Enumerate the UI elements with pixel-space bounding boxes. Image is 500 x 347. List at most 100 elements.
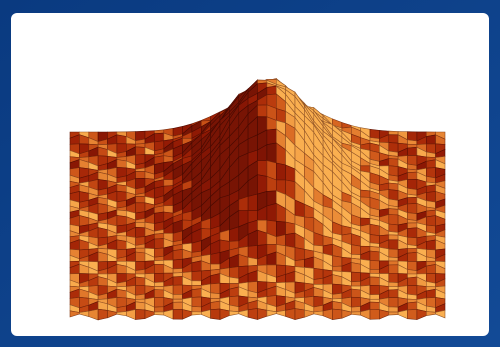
surface-facet	[258, 105, 267, 117]
surface-facet	[351, 289, 360, 298]
surface-facet	[211, 309, 220, 320]
surface-facet	[389, 290, 398, 298]
surface-facet	[370, 285, 379, 294]
surface-facet	[408, 277, 417, 286]
surface-facet	[136, 286, 145, 296]
surface-facet	[389, 190, 398, 201]
surface-facet	[258, 230, 267, 245]
surface-facet	[370, 224, 379, 236]
surface-facet	[248, 194, 257, 211]
surface-facet	[333, 284, 342, 294]
surface-facet	[426, 289, 435, 298]
surface-facet	[389, 143, 398, 153]
surface-facet	[154, 307, 163, 312]
surface-facet	[408, 302, 417, 310]
surface-facet	[295, 248, 304, 261]
surface-facet	[211, 301, 220, 310]
surface-facet	[117, 240, 126, 250]
surface-facet	[267, 129, 276, 145]
surface-facet	[389, 261, 398, 265]
surface-facet	[154, 260, 163, 264]
surface-facet	[136, 197, 145, 203]
surface-facet	[370, 295, 379, 300]
surface-facet	[154, 273, 163, 282]
surface-facet	[173, 285, 182, 295]
surface-facet	[154, 282, 163, 287]
surface-facet	[408, 156, 417, 166]
surface-facet	[154, 298, 163, 308]
surface-facet	[370, 129, 379, 138]
surface-facet	[164, 180, 173, 187]
surface-facet	[426, 135, 435, 144]
surface-facet	[333, 309, 342, 320]
surface-facet	[117, 289, 126, 298]
surface-facet	[426, 160, 435, 169]
surface-facet	[426, 240, 435, 250]
surface-facet	[295, 309, 304, 320]
surface-facet	[192, 281, 201, 286]
surface-facet	[389, 166, 398, 177]
surface-facet	[258, 161, 267, 177]
surface-facet	[389, 282, 398, 287]
surface-facet	[192, 297, 201, 307]
surface-facet	[248, 309, 257, 320]
surface-facet	[389, 183, 398, 191]
surface-facet	[211, 274, 220, 285]
surface-facet	[408, 262, 417, 271]
surface-facet	[276, 163, 285, 180]
surface-facet	[136, 171, 145, 178]
surface-facet	[370, 310, 379, 320]
surface-facet	[370, 277, 379, 286]
surface-facet	[389, 249, 398, 258]
page: (() => { const data = JSON.parse(documen…	[0, 0, 500, 347]
surface-facet	[314, 278, 323, 284]
surface-facet	[154, 264, 163, 273]
surface-facet	[370, 251, 379, 261]
surface-facet	[370, 269, 379, 273]
surface-facet	[370, 234, 379, 243]
surface-facet	[389, 159, 398, 167]
surface-facet	[389, 235, 398, 240]
surface-facet	[173, 273, 182, 277]
surface-facet	[389, 265, 398, 274]
surface-facet	[361, 190, 370, 197]
surface-facet	[408, 309, 417, 319]
surface-facet	[408, 147, 417, 155]
surface-facet	[408, 228, 417, 238]
surface-facet	[98, 228, 107, 239]
surface-facet	[389, 312, 398, 315]
surface-facet	[389, 240, 398, 250]
picture	[0, 0, 500, 347]
surface-facet	[408, 286, 417, 296]
surface-facet	[267, 86, 276, 95]
surface-facet	[426, 216, 435, 226]
surface-facet	[229, 267, 238, 279]
surface-facet	[117, 215, 126, 226]
surface-facet	[408, 132, 417, 141]
surface-facet	[248, 245, 257, 259]
surface-facet	[408, 179, 417, 189]
surface-facet	[136, 302, 145, 310]
surface-facet	[426, 185, 435, 193]
surface-facet	[333, 301, 342, 310]
surface-facet	[173, 259, 182, 269]
surface-facet	[408, 252, 417, 261]
surface-facet	[136, 227, 145, 237]
surface-facet	[389, 135, 398, 144]
surface-facet	[229, 277, 238, 284]
surface-facet	[211, 253, 220, 265]
surface-facet	[173, 302, 182, 310]
surface-facet	[136, 222, 145, 228]
surface-facet	[389, 307, 398, 312]
surface-facet	[314, 268, 323, 279]
surface-facet	[333, 293, 342, 299]
surface-facet	[389, 209, 398, 215]
surface-facet	[267, 143, 276, 163]
surface-facet	[136, 147, 145, 155]
surface-facet	[276, 235, 285, 246]
surface-facet	[154, 256, 163, 261]
surface-facet	[98, 309, 107, 320]
surface-facet	[286, 233, 295, 248]
surface-facet	[389, 274, 398, 283]
surface-facet	[173, 277, 182, 286]
